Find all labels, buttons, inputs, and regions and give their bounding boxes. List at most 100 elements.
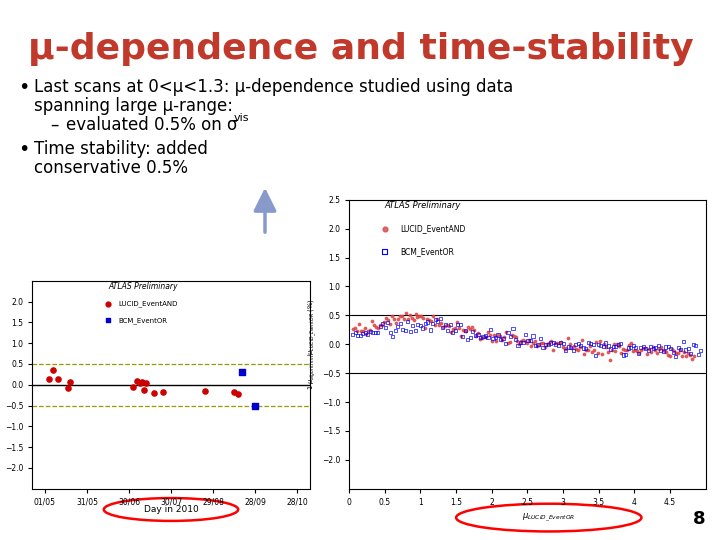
Point [642,346,654,355]
Point [627,347,639,355]
Point [471,332,482,341]
Point [420,323,431,332]
Point [570,340,581,349]
Point [552,341,564,350]
Point [357,326,369,335]
Point [545,339,557,347]
Text: evaluated 0.5% on σ: evaluated 0.5% on σ [66,116,238,134]
Point [379,323,391,332]
Point [624,340,635,349]
Point [608,342,619,350]
Point [578,350,590,359]
Point [657,347,669,355]
Point [459,327,470,335]
Point [508,324,519,333]
Point [529,337,541,346]
Point [570,345,582,354]
Point [440,320,451,329]
Point [382,315,394,324]
Point [523,335,535,344]
Point [615,339,626,348]
Point [477,333,488,342]
Point [495,335,506,343]
Point [647,345,659,353]
Point [604,356,616,364]
Point [472,328,484,337]
Point [359,328,371,337]
Point [629,345,641,354]
Y-axis label: 1-$\mu_{algorithm}$/$\mu_{LUCID\_EventOR}$ (%): 1-$\mu_{algorithm}$/$\mu_{LUCID\_EventOR… [307,299,319,390]
Point [632,349,644,358]
Point [585,339,596,348]
Point [357,329,369,338]
Text: spanning large μ-range:: spanning large μ-range: [34,97,233,115]
Text: BCM_EventOR: BCM_EventOR [119,317,168,323]
Point [412,313,423,321]
Point [487,335,499,343]
Point [569,342,580,351]
Point [557,342,568,351]
Y-axis label: 1 - $\mu_{algorithm}$ / $\mu_{LUCID\_EventOR}$ ( %): 1 - $\mu_{algorithm}$ / $\mu_{LUCID\_Eve… [0,334,2,436]
Point [510,333,521,341]
Point [530,341,541,349]
Point [645,347,657,356]
Point [588,346,600,354]
Point [626,339,637,347]
Point [477,333,489,341]
Point [675,345,686,354]
Point [372,328,384,336]
Point [667,345,678,353]
Text: •: • [18,140,30,159]
Point [443,322,454,330]
Point [430,315,441,324]
Point [382,318,394,327]
Point [637,342,649,351]
Point [602,348,613,356]
Point [522,336,534,345]
Point [555,338,567,347]
Point [618,350,629,359]
Point [461,327,472,335]
Point [402,315,413,323]
Text: vis: vis [234,113,250,123]
Point [635,345,647,354]
Point [660,343,672,352]
Point [612,340,624,349]
Point [351,327,362,335]
Text: BCM_EventOR: BCM_EventOR [400,247,454,256]
Point [557,340,569,348]
Point [657,346,668,354]
Point [680,352,692,361]
Point [400,326,411,335]
Point [610,342,621,351]
Point [635,343,647,352]
Point [398,314,410,323]
Point [543,339,554,348]
Point [485,330,496,339]
Point [454,320,466,329]
Point [592,348,603,357]
Point [447,328,459,337]
Point [661,348,672,356]
Point [102,316,114,325]
Point [619,346,631,354]
Point [431,315,443,323]
Point [450,326,462,334]
Point [653,345,665,353]
Point [643,345,654,353]
Point [577,335,588,344]
Point [613,341,625,350]
Point [374,322,386,331]
Point [410,326,421,334]
Point [467,323,478,332]
Point [534,341,545,349]
Point [683,345,694,353]
Point [199,387,210,395]
Point [688,352,700,361]
Point [43,374,55,383]
Text: conservative 0.5%: conservative 0.5% [34,159,188,177]
Point [665,344,677,353]
Point [586,348,598,356]
Point [65,377,76,386]
Point [478,333,490,342]
